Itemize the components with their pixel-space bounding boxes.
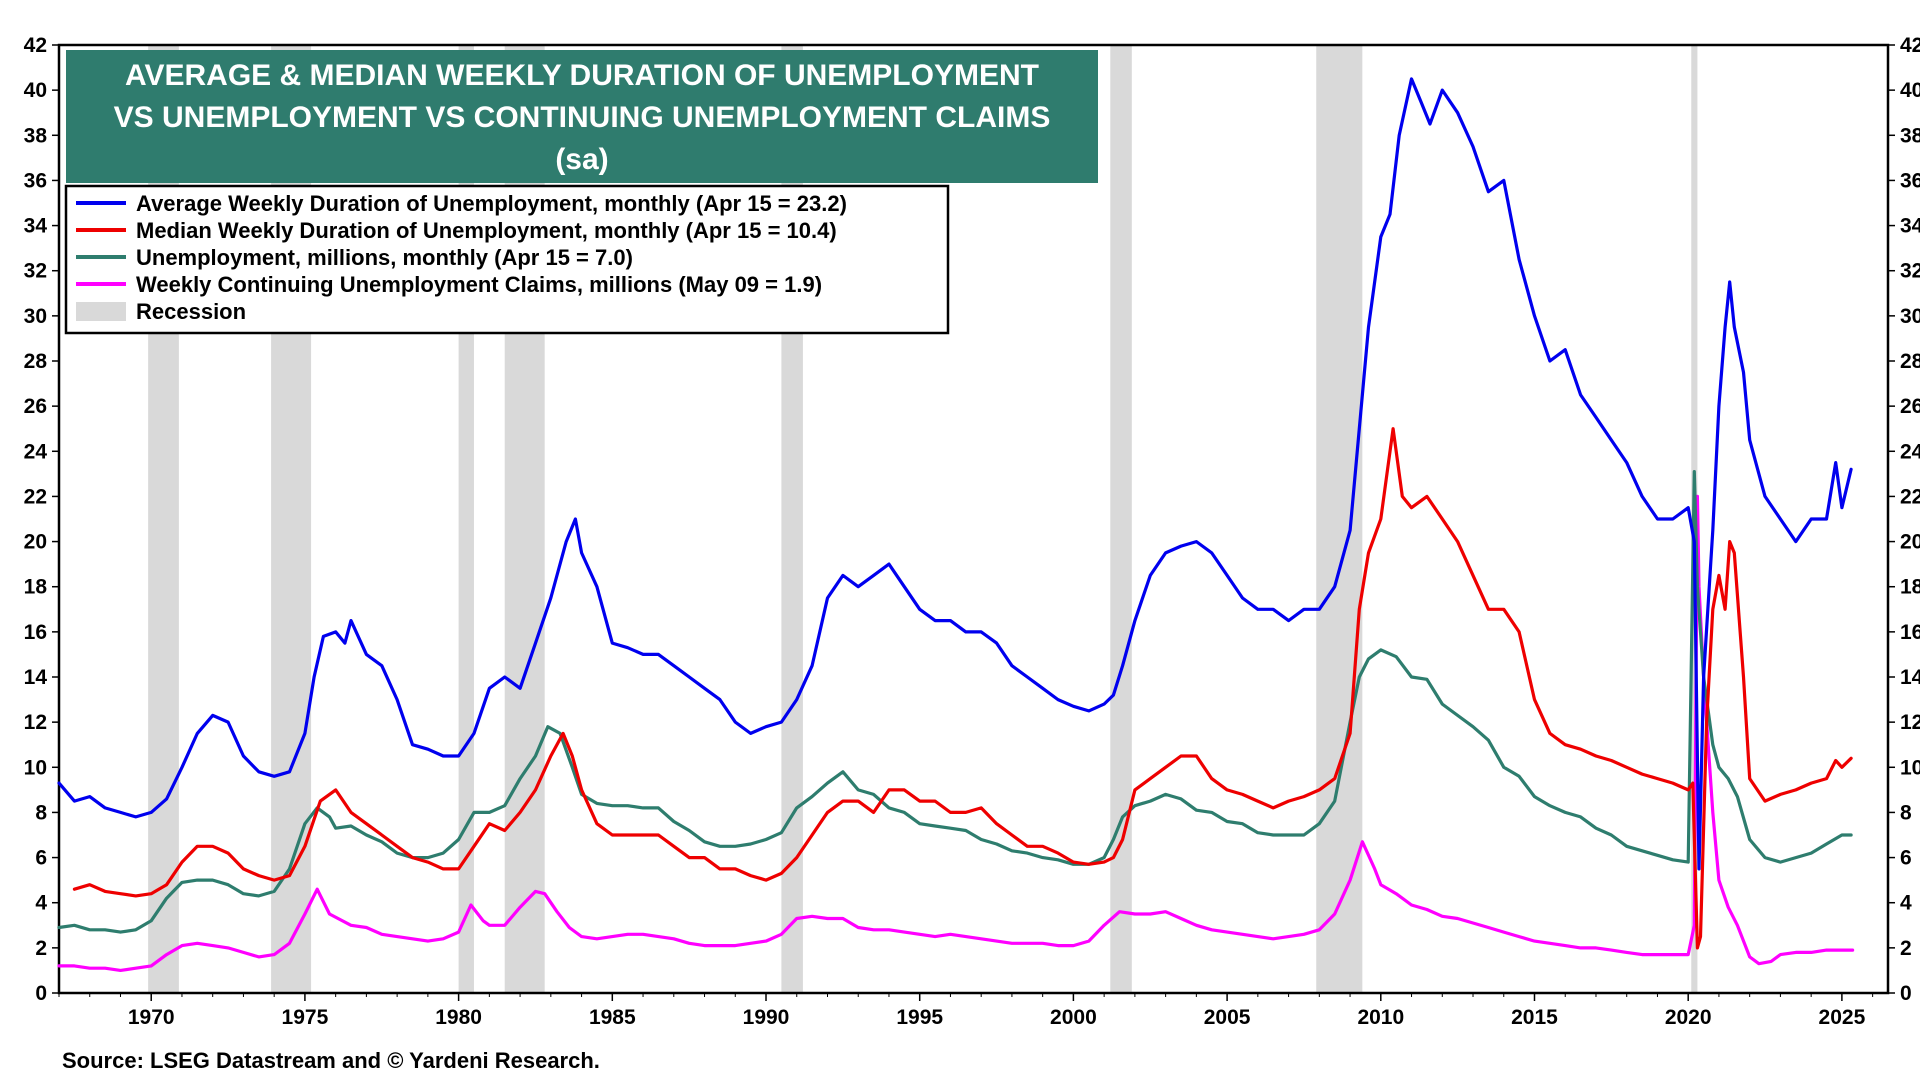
y-tick-label-right: 12 — [1900, 711, 1920, 734]
legend-label-recession: Recession — [136, 299, 246, 324]
x-tick-label: 1990 — [743, 1006, 790, 1029]
y-tick-label-left: 40 — [24, 79, 47, 102]
x-tick-label: 2005 — [1204, 1006, 1251, 1029]
source-note: Source: LSEG Datastream and © Yardeni Re… — [62, 1048, 600, 1073]
x-tick-label: 1975 — [282, 1006, 329, 1029]
legend-label-continuing-claims: Weekly Continuing Unemployment Claims, m… — [136, 272, 822, 297]
y-tick-label-left: 0 — [35, 982, 47, 1005]
legend-swatch-recession — [76, 302, 126, 321]
y-tick-label-left: 18 — [24, 576, 48, 599]
legend: Average Weekly Duration of Unemployment,… — [64, 184, 950, 335]
y-tick-label-right: 20 — [1900, 531, 1920, 554]
y-tick-label-left: 24 — [24, 440, 48, 463]
title-line-2: VS UNEMPLOYMENT VS CONTINUING UNEMPLOYME… — [114, 101, 1051, 134]
series-lines — [57, 77, 1855, 973]
title-line-1: AVERAGE & MEDIAN WEEKLY DURATION OF UNEM… — [125, 59, 1039, 92]
y-tick-label-left: 6 — [35, 847, 47, 870]
y-tick-label-right: 18 — [1900, 576, 1920, 599]
y-tick-label-left: 12 — [24, 711, 47, 734]
y-tick-label-left: 42 — [24, 34, 47, 57]
title-background — [66, 50, 1098, 183]
y-tick-label-left: 36 — [24, 169, 47, 192]
x-tick-label: 1995 — [896, 1006, 943, 1029]
legend-label-average-duration: Average Weekly Duration of Unemployment,… — [136, 191, 847, 216]
y-tick-label-left: 16 — [24, 621, 47, 644]
y-tick-label-right: 28 — [1900, 350, 1920, 373]
x-tick-label: 1980 — [435, 1006, 482, 1029]
series-continuing-claims — [57, 494, 1855, 973]
y-tick-label-right: 42 — [1900, 34, 1920, 57]
y-tick-label-left: 8 — [35, 801, 47, 824]
legend-label-unemployment: Unemployment, millions, monthly (Apr 15 … — [136, 245, 633, 270]
y-tick-label-right: 26 — [1900, 395, 1920, 418]
y-tick-label-right: 24 — [1900, 440, 1920, 463]
y-tick-label-right: 30 — [1900, 305, 1920, 328]
recession-band-6 — [1316, 45, 1363, 993]
x-tick-label: 2020 — [1665, 1006, 1712, 1029]
y-tick-label-right: 34 — [1900, 215, 1920, 238]
series-unemployment — [57, 470, 1853, 934]
legend-label-median-duration: Median Weekly Duration of Unemployment, … — [136, 218, 837, 243]
y-tick-label-right: 40 — [1900, 79, 1920, 102]
y-tick-label-left: 34 — [24, 215, 48, 238]
legend-box — [64, 184, 950, 335]
y-tick-label-right: 0 — [1900, 982, 1912, 1005]
y-tick-label-left: 10 — [24, 756, 47, 779]
plot-area-frame — [57, 43, 1890, 995]
y-tick-label-left: 22 — [24, 485, 47, 508]
y-tick-label-right: 2 — [1900, 937, 1912, 960]
y-tick-label-right: 4 — [1900, 892, 1912, 915]
y-tick-label-right: 22 — [1900, 485, 1920, 508]
y-tick-label-right: 38 — [1900, 124, 1920, 147]
title-box: AVERAGE & MEDIAN WEEKLY DURATION OF UNEM… — [66, 50, 1098, 183]
x-tick-label: 2000 — [1050, 1006, 1097, 1029]
y-tick-label-right: 16 — [1900, 621, 1920, 644]
y-tick-label-right: 14 — [1900, 666, 1920, 689]
y-tick-label-right: 32 — [1900, 260, 1920, 283]
y-tick-label-right: 10 — [1900, 756, 1920, 779]
y-tick-label-right: 6 — [1900, 847, 1912, 870]
y-tick-label-left: 2 — [35, 937, 47, 960]
series-average-duration — [57, 77, 1853, 871]
title-line-3: (sa) — [555, 143, 608, 176]
y-tick-label-left: 26 — [24, 395, 47, 418]
y-tick-label-left: 14 — [24, 666, 48, 689]
y-tick-label-left: 32 — [24, 260, 47, 283]
y-tick-label-left: 30 — [24, 305, 47, 328]
x-tick-label: 1970 — [128, 1006, 175, 1029]
y-tick-label-left: 20 — [24, 531, 47, 554]
y-tick-label-left: 28 — [24, 350, 48, 373]
x-tick-label: 2010 — [1357, 1006, 1404, 1029]
y-tick-label-left: 4 — [35, 892, 47, 915]
y-tick-label-right: 36 — [1900, 169, 1920, 192]
x-tick-label: 2025 — [1819, 1006, 1866, 1029]
x-tick-label: 2015 — [1511, 1006, 1558, 1029]
x-tick-label: 1985 — [589, 1006, 636, 1029]
y-tick-label-left: 38 — [24, 124, 48, 147]
y-tick-label-right: 8 — [1900, 801, 1912, 824]
recession-band-5 — [1110, 45, 1132, 993]
series-median-duration — [72, 427, 1853, 950]
